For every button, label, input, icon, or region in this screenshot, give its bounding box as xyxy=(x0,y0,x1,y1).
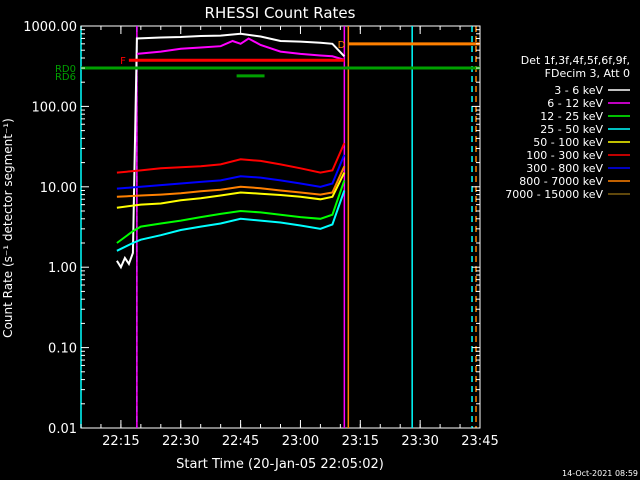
series-line xyxy=(116,190,346,252)
series-line xyxy=(116,165,346,198)
legend: Det 1f,3f,4f,5f,6f,9f, FDecim 3, Att 0 3… xyxy=(505,54,630,201)
y-tick-label: 0.10 xyxy=(48,342,77,357)
x-tick-label: 22:15 xyxy=(102,434,139,449)
legend-entry-label: 100 - 300 keV xyxy=(526,149,603,162)
x-tick-label: 23:15 xyxy=(342,434,379,449)
flag-bar-label: F xyxy=(120,56,126,67)
x-tick-label: 23:30 xyxy=(401,434,438,449)
series-line xyxy=(136,37,345,61)
x-tick-label: 22:30 xyxy=(162,434,199,449)
x-tick-label: 23:45 xyxy=(461,434,498,449)
y-axis-label: Count Rate (s⁻¹ detector segment⁻¹) xyxy=(1,118,15,338)
x-axis-label: Start Time (20-Jan-05 22:05:02) xyxy=(176,457,384,472)
legend-title-line-1: Det 1f,3f,4f,5f,6f,9f, xyxy=(521,54,630,67)
legend-entry-label: 3 - 6 keV xyxy=(554,84,603,97)
series-line xyxy=(116,180,346,244)
series-layer xyxy=(116,32,346,270)
legend-entry-label: 7000 - 15000 keV xyxy=(505,188,603,201)
footer-date: 14-Oct-2021 08:59 xyxy=(562,469,638,478)
flag-bar-label: RD0 xyxy=(55,64,76,75)
legend-entry-label: 6 - 12 keV xyxy=(547,97,603,110)
y-tick-label: 100.00 xyxy=(32,100,78,115)
legend-entry-label: 12 - 25 keV xyxy=(540,110,603,123)
legend-title-line-2: FDecim 3, Att 0 xyxy=(545,67,630,80)
x-tick-label: 23:00 xyxy=(282,434,319,449)
legend-entry-label: 50 - 100 keV xyxy=(533,136,603,149)
series-line xyxy=(116,142,346,174)
x-axis: 22:15 22:30 22:45 23:00 23:15 23:30 23:45 xyxy=(80,26,499,449)
y-axis: 0.01 0.10 1.00 10.00 100.00 1000.00 xyxy=(23,20,480,437)
series-line xyxy=(116,172,346,209)
legend-entry-label: 25 - 50 keV xyxy=(540,123,603,136)
legend-entry-label: 800 - 7000 keV xyxy=(519,175,603,188)
y-tick-label: 0.01 xyxy=(48,422,77,437)
y-tick-label: 1.00 xyxy=(48,261,77,276)
flag-bar-label: RD6 xyxy=(55,72,76,83)
y-tick-label: 1000.00 xyxy=(23,20,77,35)
legend-entry-label: 300 - 800 keV xyxy=(526,162,603,175)
chart-title: RHESSI Count Rates xyxy=(205,4,356,22)
y-tick-label: 10.00 xyxy=(40,181,77,196)
flag-bar-label: D xyxy=(338,40,346,51)
series-line xyxy=(116,32,346,270)
series-line xyxy=(116,154,346,190)
x-tick-label: 22:45 xyxy=(222,434,259,449)
